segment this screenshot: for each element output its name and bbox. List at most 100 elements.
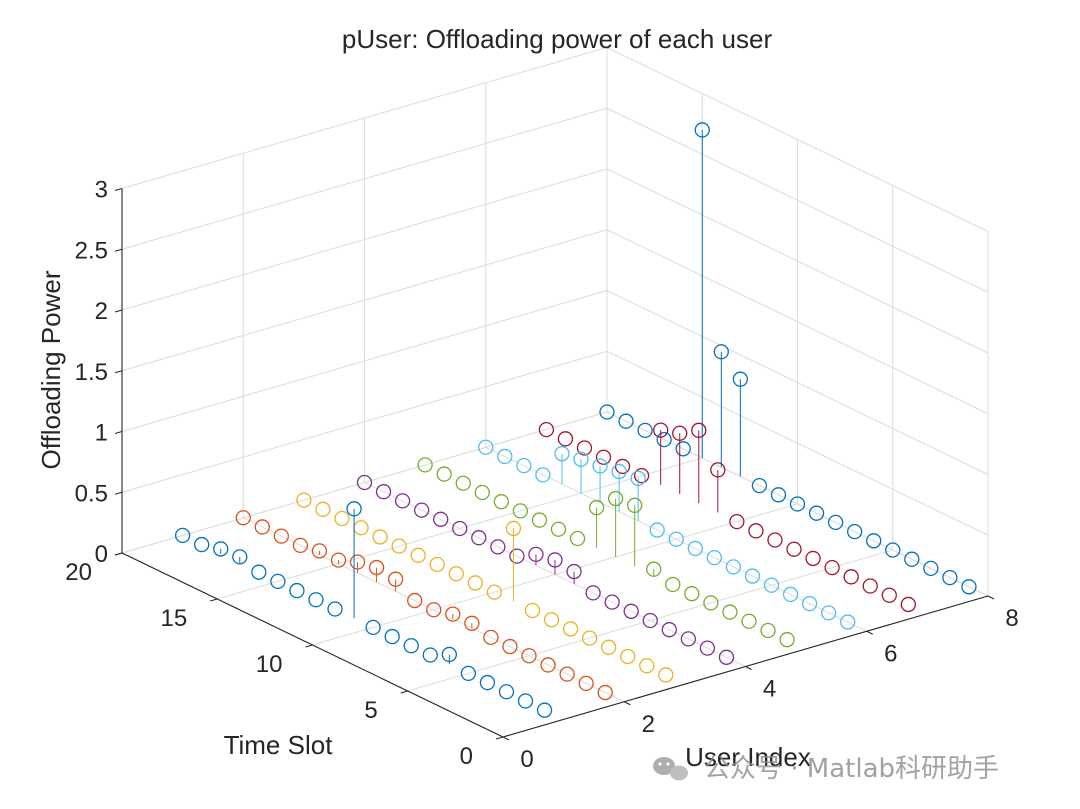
grid-line-y-floor [217, 457, 703, 600]
z-tick-label: 2.5 [75, 237, 108, 264]
stem-marker [658, 667, 674, 683]
grid-line-y-floor [407, 549, 893, 692]
stem-marker [232, 549, 248, 565]
x-tick-mark [987, 595, 995, 600]
z-tick-label: 1 [95, 420, 108, 447]
stem-marker [334, 510, 350, 527]
stem-marker [885, 542, 901, 558]
stem-marker [808, 505, 825, 521]
stem-marker [840, 614, 856, 630]
stem-marker [748, 523, 764, 539]
stem-marker [460, 665, 477, 682]
stem-marker [588, 499, 605, 516]
grid-line-z-right [606, 47, 989, 232]
stem-marker [604, 594, 620, 610]
stem-marker [417, 457, 433, 473]
stem-marker [585, 585, 601, 601]
stem-marker [821, 605, 837, 621]
stem-marker [904, 551, 920, 567]
z-tick-mark [114, 431, 123, 434]
x-tick-label: 0 [520, 746, 533, 773]
stem-marker [599, 404, 615, 420]
stem-marker [407, 592, 423, 609]
stem-marker [464, 615, 480, 631]
stem-marker [566, 563, 582, 580]
stem-marker [779, 632, 795, 648]
stem-marker [441, 646, 457, 663]
stem-marker [595, 449, 612, 465]
stem-marker [540, 657, 556, 673]
z-axis-label: Offloading Power [36, 270, 66, 469]
stem-marker [827, 514, 844, 531]
stem-marker [691, 422, 707, 438]
z-tick-label: 2 [95, 298, 108, 325]
y-tick-label: 10 [256, 651, 283, 678]
stem-marker [315, 501, 331, 517]
stem-marker [353, 520, 369, 536]
grid-line-z-back [121, 107, 608, 250]
stem-marker [429, 556, 445, 573]
x-axis-label: User Index [685, 742, 811, 772]
stem-marker [620, 648, 636, 665]
stem-marker [493, 494, 509, 510]
stem-marker [633, 467, 650, 484]
z-tick-mark [114, 188, 123, 191]
stem-marker [601, 639, 617, 655]
stem-marker [569, 530, 586, 547]
stem-marker [426, 602, 442, 618]
stem-marker [741, 613, 757, 629]
stem-marker [356, 474, 373, 491]
stem-marker [725, 559, 742, 575]
stem-marker [923, 560, 939, 577]
stem-marker [524, 602, 541, 619]
stem-marker [479, 674, 496, 691]
stem-marker [559, 666, 575, 682]
stem-marker [311, 543, 328, 559]
stem-marker [866, 533, 882, 549]
z-tick-label: 0 [95, 541, 108, 568]
stem-marker [372, 529, 388, 545]
stem-marker [630, 470, 646, 486]
stem-marker [474, 484, 490, 501]
stem-marker [535, 467, 551, 483]
grid-line-z-right [606, 168, 989, 354]
stem-marker [713, 344, 729, 360]
stem-marker [744, 568, 761, 584]
stem-marker [637, 422, 653, 439]
y-tick-label: 5 [364, 697, 377, 724]
stem-marker [289, 582, 305, 599]
stem-marker [653, 422, 669, 438]
stem-marker [680, 631, 696, 647]
z-tick-label: 0.5 [75, 480, 108, 507]
y-tick-label: 20 [65, 559, 92, 586]
stem-marker [782, 586, 799, 603]
stem-marker [732, 371, 748, 387]
x-tick-label: 8 [1005, 605, 1018, 632]
z-tick-mark [114, 248, 123, 252]
grid-line-z-right [606, 107, 989, 293]
stem-marker [194, 536, 210, 553]
stem-marker [661, 622, 677, 638]
stem-series [174, 122, 977, 718]
watermark: 公众号 · Matlab科研助手 [653, 754, 999, 784]
stem-marker [699, 640, 716, 656]
stem-marker [346, 501, 362, 517]
stem-marker [387, 571, 404, 587]
stem-marker [694, 122, 710, 138]
stem-marker [557, 431, 574, 447]
stem-marker [763, 577, 780, 593]
stem-marker [751, 477, 768, 494]
stem-marker [623, 603, 639, 619]
stem-marker [672, 425, 688, 441]
stem-marker [296, 492, 312, 508]
stem-marker [614, 458, 631, 475]
x-tick-mark [866, 630, 873, 635]
stem-marker [531, 512, 548, 528]
stem-marker [436, 466, 452, 482]
stem-marker [410, 547, 426, 563]
stem-marker [498, 684, 515, 700]
stem-marker [639, 658, 655, 674]
stem-marker [273, 528, 290, 544]
stem-marker [368, 559, 385, 576]
